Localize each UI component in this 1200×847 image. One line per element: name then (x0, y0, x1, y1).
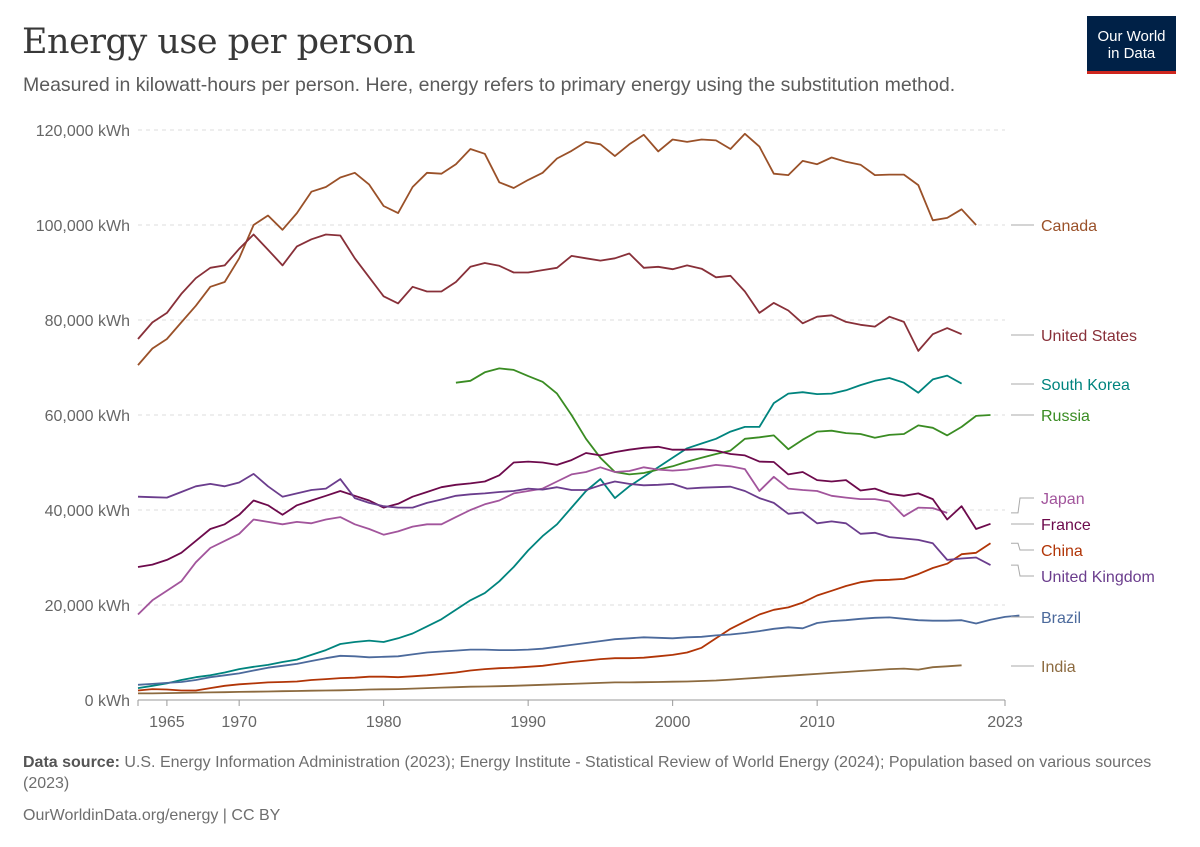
series-label-united-kingdom: United Kingdom (1041, 569, 1155, 586)
series-label-canada: Canada (1041, 218, 1097, 235)
x-tick-label: 1980 (366, 714, 402, 731)
series-line-united-states (137, 233, 962, 352)
series-line-brazil (137, 614, 1020, 686)
series-line-south-korea (137, 374, 963, 689)
y-tick-label: 120,000 kWh (36, 123, 130, 140)
x-tick-label: 1990 (510, 714, 546, 731)
series-line-india (138, 664, 962, 695)
series-label-brazil: Brazil (1041, 610, 1081, 627)
data-source-text: U.S. Energy Information Administration (… (23, 754, 1152, 792)
series-label-japan: Japan (1041, 491, 1085, 508)
y-tick-label: 100,000 kWh (36, 218, 130, 235)
chart-subtitle: Measured in kilowatt-hours per person. H… (23, 74, 956, 96)
series-label-south-korea: South Korea (1041, 377, 1130, 394)
x-tick-label: 1970 (221, 714, 257, 731)
x-tick-label: 2010 (799, 714, 835, 731)
series-line-japan (137, 463, 948, 616)
logo-accent-bar (1087, 70, 1176, 74)
series-label-russia: Russia (1041, 408, 1090, 425)
logo-line-2: in Data (1107, 45, 1156, 62)
series-label-united-states: United States (1041, 328, 1137, 345)
label-connector-united-kingdom (1011, 564, 1034, 577)
data-source: Data source: U.S. Energy Information Adm… (23, 752, 1153, 794)
x-tick-label: 1965 (149, 714, 185, 731)
x-tick-label: 2023 (987, 714, 1023, 731)
y-tick-label: 0 kWh (85, 693, 130, 710)
label-connector-japan (1011, 497, 1034, 514)
y-tick-label: 80,000 kWh (45, 313, 130, 330)
data-source-label: Data source: (23, 754, 120, 771)
line-chart: 0 kWh 20,000 kWh 40,000 kWh 60,000 kWh 80,00… (36, 123, 1155, 731)
series-line-france (137, 445, 991, 568)
series-label-india: India (1041, 659, 1076, 676)
x-tick-label: 2000 (655, 714, 691, 731)
y-tick-label: 20,000 kWh (45, 598, 130, 615)
series-line-russia (455, 367, 991, 476)
series-label-china: China (1041, 543, 1083, 560)
y-tick-label: 60,000 kWh (45, 408, 130, 425)
series-line-canada (137, 132, 977, 366)
chart-title: Energy use per person (22, 22, 416, 62)
owid-logo[interactable]: Our World in Data (1087, 16, 1176, 74)
logo-line-1: Our World (1097, 28, 1166, 45)
series-label-france: France (1041, 517, 1091, 534)
footer-credit[interactable]: OurWorldinData.org/energy | CC BY (23, 807, 281, 824)
series-line-china (137, 542, 991, 692)
y-tick-label: 40,000 kWh (45, 503, 130, 520)
label-connector-china (1011, 542, 1034, 551)
series-line-united-kingdom (137, 472, 991, 566)
